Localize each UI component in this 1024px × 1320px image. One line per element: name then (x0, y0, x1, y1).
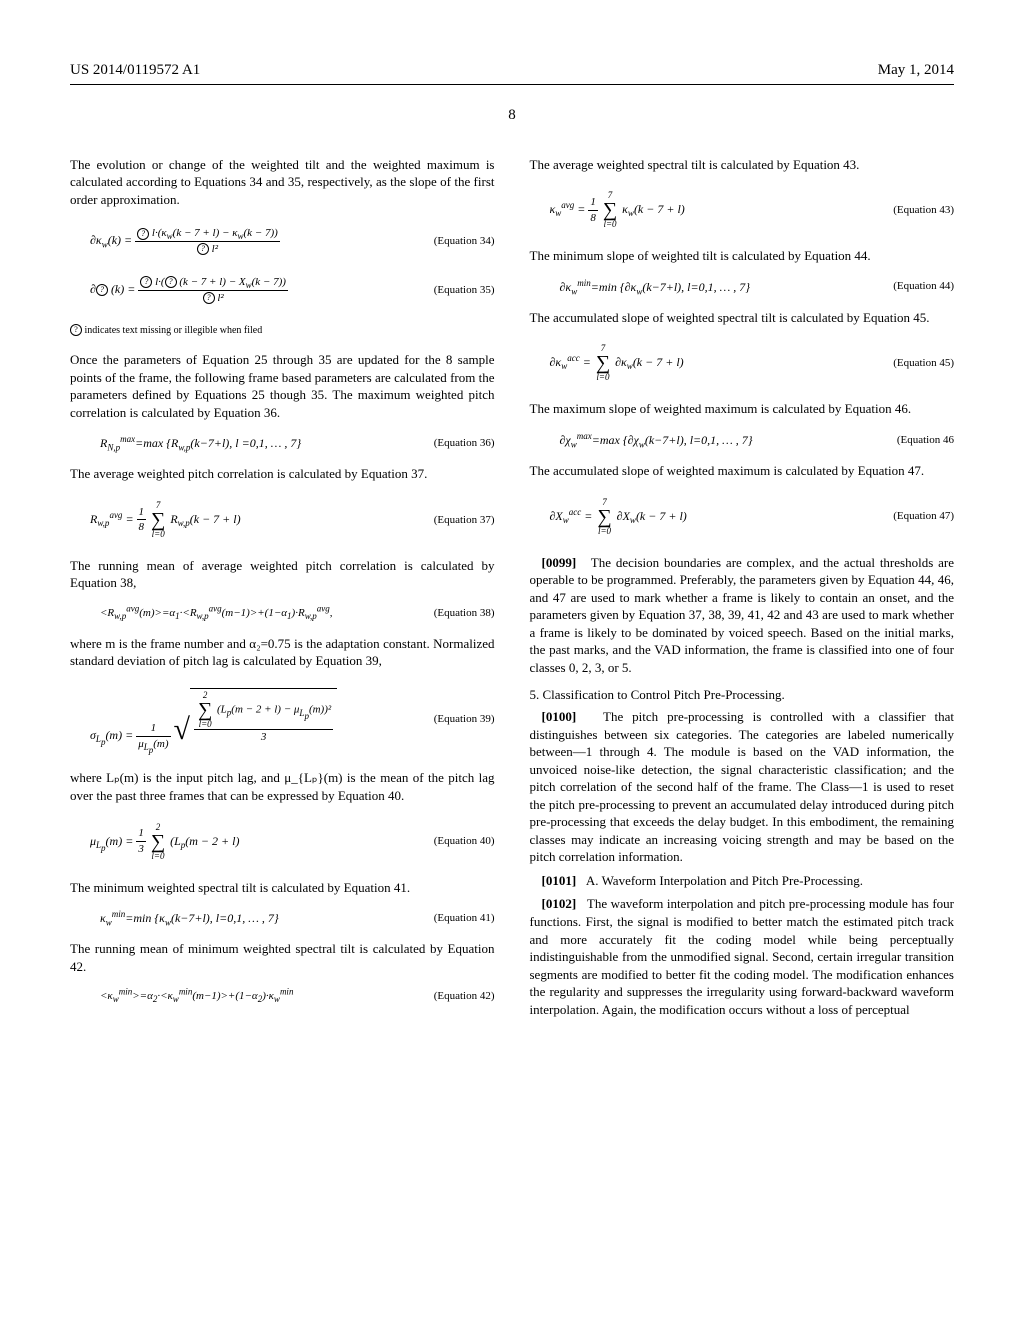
para-0100-text: The pitch pre-processing is controlled w… (530, 709, 955, 864)
eq44-label: (Equation 44) (893, 279, 954, 294)
equation-40: μLp(m) = 13 2∑l=0 (Lp(m − 2 + l) (Equati… (90, 823, 495, 861)
footnote-text: indicates text missing or illegible when… (85, 325, 263, 336)
para-eq47-intro: The accumulated slope of weighted maximu… (530, 462, 955, 480)
para-eq36-intro: Once the parameters of Equation 25 throu… (70, 351, 495, 421)
equation-36: RN,pmax=max {Rw,p(k−7+l), l =0,1, … , 7}… (100, 435, 495, 451)
para-eq42-intro: The running mean of minimum weighted spe… (70, 940, 495, 975)
eq39-formula: σLp(m) = 1μLp(m) √ 2∑l=0 (Lp(m − 2 + l) … (90, 688, 337, 751)
para-eq43-intro: The average weighted spectral tilt is ca… (530, 156, 955, 174)
paragraph-0099: [0099] The decision boundaries are compl… (530, 554, 955, 677)
para-num-0102: [0102] (542, 896, 577, 911)
eq43-label: (Equation 43) (893, 203, 954, 218)
equation-37: Rw,pavg = 18 7∑l=0 Rw,p(k − 7 + l) (Equa… (90, 501, 495, 539)
para-eq34-intro: The evolution or change of the weighted … (70, 156, 495, 209)
para-eq46-intro: The maximum slope of weighted maximum is… (530, 400, 955, 418)
right-column: The average weighted spectral tilt is ca… (530, 156, 955, 1025)
eq38-formula: <Rw,pavg(m)>=α1·<Rw,pavg(m−1)>+(1−α1)·Rw… (100, 606, 333, 621)
publication-date: May 1, 2014 (878, 60, 954, 80)
para-0099-text: The decision boundaries are complex, and… (530, 555, 955, 675)
eq47-formula: ∂Xwacc = 7∑l=0 ∂Xw(k − 7 + l) (550, 498, 687, 536)
equation-42: <κwmin>=α2·<κwmin(m−1)>+(1−α2)·κwmin (Eq… (100, 989, 495, 1004)
page-header: US 2014/0119572 A1 May 1, 2014 (70, 60, 954, 80)
para-eq44-intro: The minimum slope of weighted tilt is ca… (530, 247, 955, 265)
eq44-formula: ∂κwmin=min {∂κw(k−7+l), l=0,1, … , 7} (560, 279, 751, 295)
eq45-formula: ∂κwacc = 7∑l=0 ∂κw(k − 7 + l) (550, 344, 684, 382)
equation-38: <Rw,pavg(m)>=α1·<Rw,pavg(m−1)>+(1−α1)·Rw… (100, 606, 495, 621)
para-eq37-intro: The average weighted pitch correlation i… (70, 465, 495, 483)
eq41-label: (Equation 41) (434, 911, 495, 926)
eq46-formula: ∂χwmax=max {∂χw(k−7+l), l=0,1, … , 7} (560, 432, 753, 448)
eq42-label: (Equation 42) (434, 989, 495, 1004)
para-0102-text: The waveform interpolation and pitch pre… (530, 896, 955, 1016)
equation-35: ∂? (k) = ? l·(? (k − 7 + l) − Xw(k − 7))… (90, 275, 495, 306)
eq35-formula: ∂? (k) = ? l·(? (k − 7 + l) − Xw(k − 7))… (90, 275, 288, 306)
eq38-label: (Equation 38) (434, 606, 495, 621)
paragraph-0101: [0101] A. Waveform Interpolation and Pit… (530, 872, 955, 890)
para-num-0100: [0100] (542, 709, 577, 724)
question-mark-icon: ? (70, 324, 82, 336)
eq47-label: (Equation 47) (893, 509, 954, 524)
eq40-label: (Equation 40) (434, 834, 495, 849)
eq41-formula: κwmin=min {κw(k−7+l), l=0,1, … , 7} (100, 910, 279, 926)
eq39-label: (Equation 39) (434, 712, 495, 727)
publication-number: US 2014/0119572 A1 (70, 60, 200, 80)
header-rule (70, 84, 954, 85)
equation-46: ∂χwmax=max {∂χw(k−7+l), l=0,1, … , 7} (E… (560, 432, 955, 448)
illegible-footnote: ? indicates text missing or illegible wh… (70, 324, 495, 338)
para-0101-text: A. Waveform Interpolation and Pitch Pre-… (586, 873, 863, 888)
para-eq45-intro: The accumulated slope of weighted spectr… (530, 309, 955, 327)
eq46-label: (Equation 46 (897, 433, 954, 448)
section-5-heading: 5. Classification to Control Pitch Pre-P… (530, 686, 955, 704)
para-eq39-intro: where m is the frame number and α₂=0.75 … (70, 635, 495, 670)
equation-44: ∂κwmin=min {∂κw(k−7+l), l=0,1, … , 7} (E… (560, 279, 955, 295)
equation-47: ∂Xwacc = 7∑l=0 ∂Xw(k − 7 + l) (Equation … (550, 498, 955, 536)
para-num-0101: [0101] (542, 873, 577, 888)
paragraph-0100: [0100] The pitch pre-processing is contr… (530, 708, 955, 866)
para-num-0099: [0099] (542, 555, 577, 570)
page-number: 8 (70, 105, 954, 125)
equation-43: κwavg = 18 7∑l=0 κw(k − 7 + l) (Equation… (550, 191, 955, 229)
content-columns: The evolution or change of the weighted … (70, 156, 954, 1025)
eq35-label: (Equation 35) (434, 283, 495, 298)
para-eq41-intro: The minimum weighted spectral tilt is ca… (70, 879, 495, 897)
eq45-label: (Equation 45) (893, 356, 954, 371)
eq42-formula: <κwmin>=α2·<κwmin(m−1)>+(1−α2)·κwmin (100, 989, 293, 1004)
eq40-formula: μLp(m) = 13 2∑l=0 (Lp(m − 2 + l) (90, 823, 239, 861)
eq37-label: (Equation 37) (434, 513, 495, 528)
eq34-label: (Equation 34) (434, 234, 495, 249)
eq36-formula: RN,pmax=max {Rw,p(k−7+l), l =0,1, … , 7} (100, 435, 301, 451)
eq43-formula: κwavg = 18 7∑l=0 κw(k − 7 + l) (550, 191, 685, 229)
equation-34: ∂κw(k) = ? l·(κw(k − 7 + l) − κw(k − 7))… (90, 226, 495, 257)
eq37-formula: Rw,pavg = 18 7∑l=0 Rw,p(k − 7 + l) (90, 501, 241, 539)
para-eq40-intro: where Lₚ(m) is the input pitch lag, and … (70, 769, 495, 804)
equation-39: σLp(m) = 1μLp(m) √ 2∑l=0 (Lp(m − 2 + l) … (90, 688, 495, 751)
eq36-label: (Equation 36) (434, 436, 495, 451)
paragraph-0102: [0102] The waveform interpolation and pi… (530, 895, 955, 1018)
left-column: The evolution or change of the weighted … (70, 156, 495, 1025)
equation-41: κwmin=min {κw(k−7+l), l=0,1, … , 7} (Equ… (100, 910, 495, 926)
equation-45: ∂κwacc = 7∑l=0 ∂κw(k − 7 + l) (Equation … (550, 344, 955, 382)
eq34-formula: ∂κw(k) = ? l·(κw(k − 7 + l) − κw(k − 7))… (90, 226, 280, 257)
para-eq38-intro: The running mean of average weighted pit… (70, 557, 495, 592)
